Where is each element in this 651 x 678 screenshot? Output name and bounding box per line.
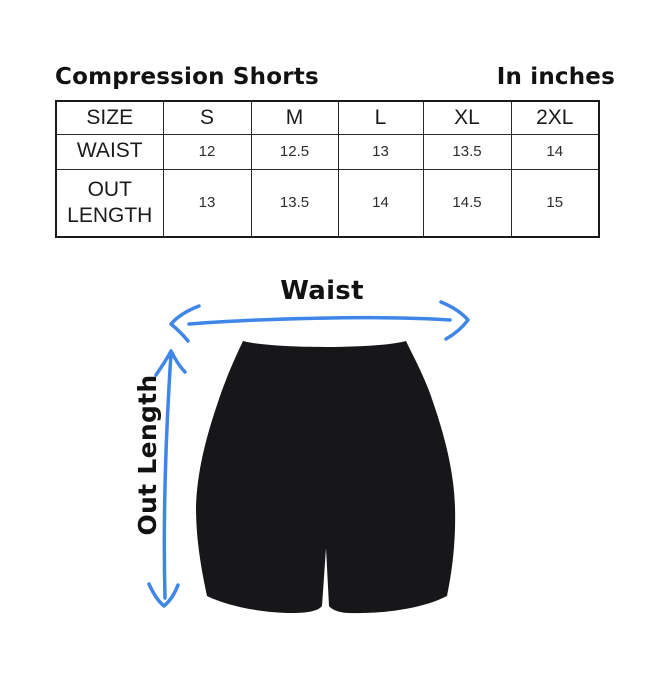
shorts-silhouette [196,341,456,614]
out-length-value-2xl: 15 [510,168,600,238]
waist-value-m: 12.5 [250,133,339,170]
column-header-s: S [162,100,252,135]
waist-arrow [169,300,470,343]
column-header-xl: XL [422,100,512,135]
waist-arrow-head-right [439,300,470,341]
header-row: Compression Shorts In inches [55,61,615,93]
waist-arrow-head-left [169,304,201,343]
out-length-value-s: 13 [162,168,252,238]
out-length-value-l: 14 [337,168,424,238]
size-table: SIZE S M L XL 2XL WAIST 12 12.5 13 13.5 … [55,100,600,238]
waist-arrow-line [187,315,452,326]
table-row-out-length: OUT LENGTH 13 13.5 14 14.5 15 [55,168,600,238]
out-length-value-xl: 14.5 [422,168,512,238]
unit-label: In inches [496,64,615,90]
table-row-waist: WAIST 12 12.5 13 13.5 14 [55,133,600,170]
waist-value-l: 13 [337,133,424,170]
out-length-arrow-head-bottom [147,582,180,608]
out-length-arrow-line [162,352,173,600]
waist-value-2xl: 14 [510,133,600,170]
out-length-value-m: 13.5 [250,168,339,238]
column-header-2xl: 2XL [510,100,600,135]
row-label-out-length: OUT LENGTH [55,168,164,238]
out-length-arrow [147,349,187,608]
waist-diagram-label: Waist [280,276,364,306]
out-length-arrow-head-top [154,349,187,377]
out-length-diagram-label: Out Length [133,374,162,536]
page-title: Compression Shorts [55,64,319,90]
waist-value-xl: 13.5 [422,133,512,170]
waist-value-s: 12 [162,133,252,170]
